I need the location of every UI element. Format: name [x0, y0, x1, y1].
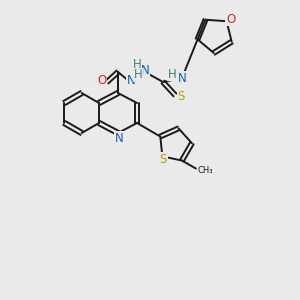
Text: O: O	[98, 74, 106, 88]
Text: H: H	[134, 68, 142, 82]
Text: N: N	[178, 71, 186, 85]
Text: O: O	[226, 13, 235, 26]
Text: H: H	[168, 68, 176, 80]
Text: S: S	[160, 153, 167, 166]
Text: N: N	[115, 131, 123, 145]
Text: N: N	[141, 64, 149, 77]
Text: N: N	[127, 74, 135, 88]
Text: H: H	[133, 58, 141, 71]
Text: S: S	[177, 89, 185, 103]
Text: CH₃: CH₃	[198, 166, 213, 175]
